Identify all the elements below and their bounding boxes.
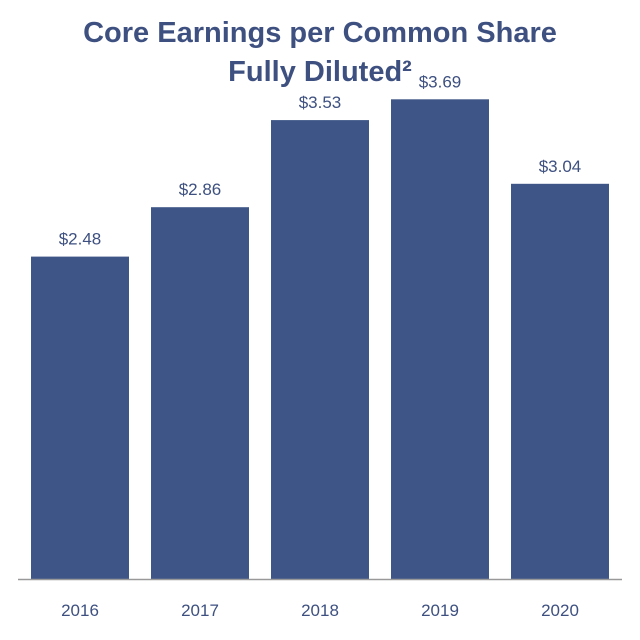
x-tick-label-2016: 2016: [61, 601, 99, 620]
chart-subtitle: Fully Diluted²: [228, 56, 412, 88]
bar-2016: [31, 256, 129, 579]
bar-2019: [391, 99, 489, 580]
data-label-2016: $2.48: [59, 230, 102, 249]
bar-2017: [151, 207, 249, 579]
data-label-2017: $2.86: [179, 180, 222, 199]
data-label-2018: $3.53: [299, 93, 342, 112]
chart-title-block: Core Earnings per Common Share Fully Dil…: [0, 14, 640, 92]
bar-2020: [511, 183, 609, 580]
chart-title: Core Earnings per Common Share: [83, 17, 557, 49]
x-tick-label-2018: 2018: [301, 601, 339, 620]
data-labels-group: $2.48 $2.86 $3.53 $3.69 $3.04: [59, 72, 582, 248]
bars-group: [31, 99, 609, 580]
x-tick-label-2019: 2019: [421, 601, 459, 620]
bar-2018: [271, 120, 369, 579]
x-tick-labels-group: 2016 2017 2018 2019 2020: [61, 601, 579, 620]
x-tick-label-2017: 2017: [181, 601, 219, 620]
data-label-2020: $3.04: [539, 157, 582, 176]
x-tick-label-2020: 2020: [541, 601, 579, 620]
data-label-2019: $3.69: [419, 72, 462, 91]
